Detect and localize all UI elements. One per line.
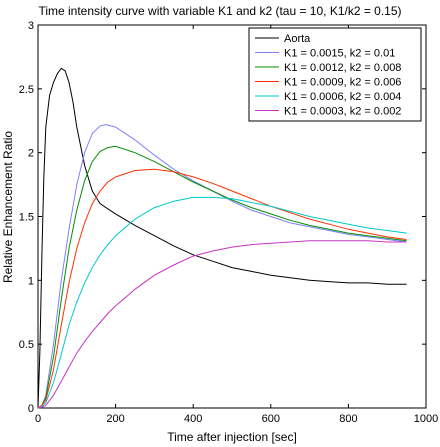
series-line-3: [37, 168, 407, 409]
legend-entry: K1 = 0.0009, k2 = 0.006: [284, 77, 401, 89]
y-tick-label: 2.5: [19, 84, 34, 96]
y-tick-label: 3: [28, 20, 34, 32]
legend-entry: K1 = 0.0015, k2 = 0.01: [284, 48, 395, 60]
series-line-1: [37, 124, 407, 409]
y-tick-label: 1.5: [19, 212, 34, 224]
series-line-2: [37, 145, 407, 409]
legend-entry: K1 = 0.0003, k2 = 0.002: [284, 106, 401, 118]
chart-title: Time intensity curve with variable K1 an…: [38, 4, 401, 18]
x-axis-label: Time after injection [sec]: [167, 430, 297, 444]
x-tick-label: 1000: [414, 413, 438, 425]
y-tick-label: 1: [28, 275, 34, 287]
plot-series: [37, 67, 407, 409]
y-tick-label: 0: [28, 403, 34, 415]
legend-entry: Aorta: [284, 33, 311, 45]
y-axis-label: Relative Enhancement Ratio: [1, 131, 15, 283]
x-tick-label: 200: [106, 413, 124, 425]
legend-entry: K1 = 0.0012, k2 = 0.008: [284, 62, 401, 74]
x-tick-label: 600: [262, 413, 280, 425]
series-line-5: [37, 240, 407, 409]
axes: 0 200 400 600 800 1000 0 0.5 1 1.5 2 2.5 3: [19, 20, 439, 425]
series-line-0: [37, 67, 407, 409]
series-line-4: [37, 196, 407, 409]
legend-box: [248, 27, 422, 122]
x-tick-label: 800: [339, 413, 357, 425]
x-tick-label: 0: [35, 413, 41, 425]
legend: Aorta K1 = 0.0015, k2 = 0.01 K1 = 0.0012, …: [248, 27, 422, 122]
y-tick-label: 2: [28, 148, 34, 160]
y-tick-label: 0.5: [19, 339, 34, 351]
legend-entry: K1 = 0.0006, k2 = 0.004: [284, 91, 401, 103]
x-tick-label: 400: [184, 413, 202, 425]
